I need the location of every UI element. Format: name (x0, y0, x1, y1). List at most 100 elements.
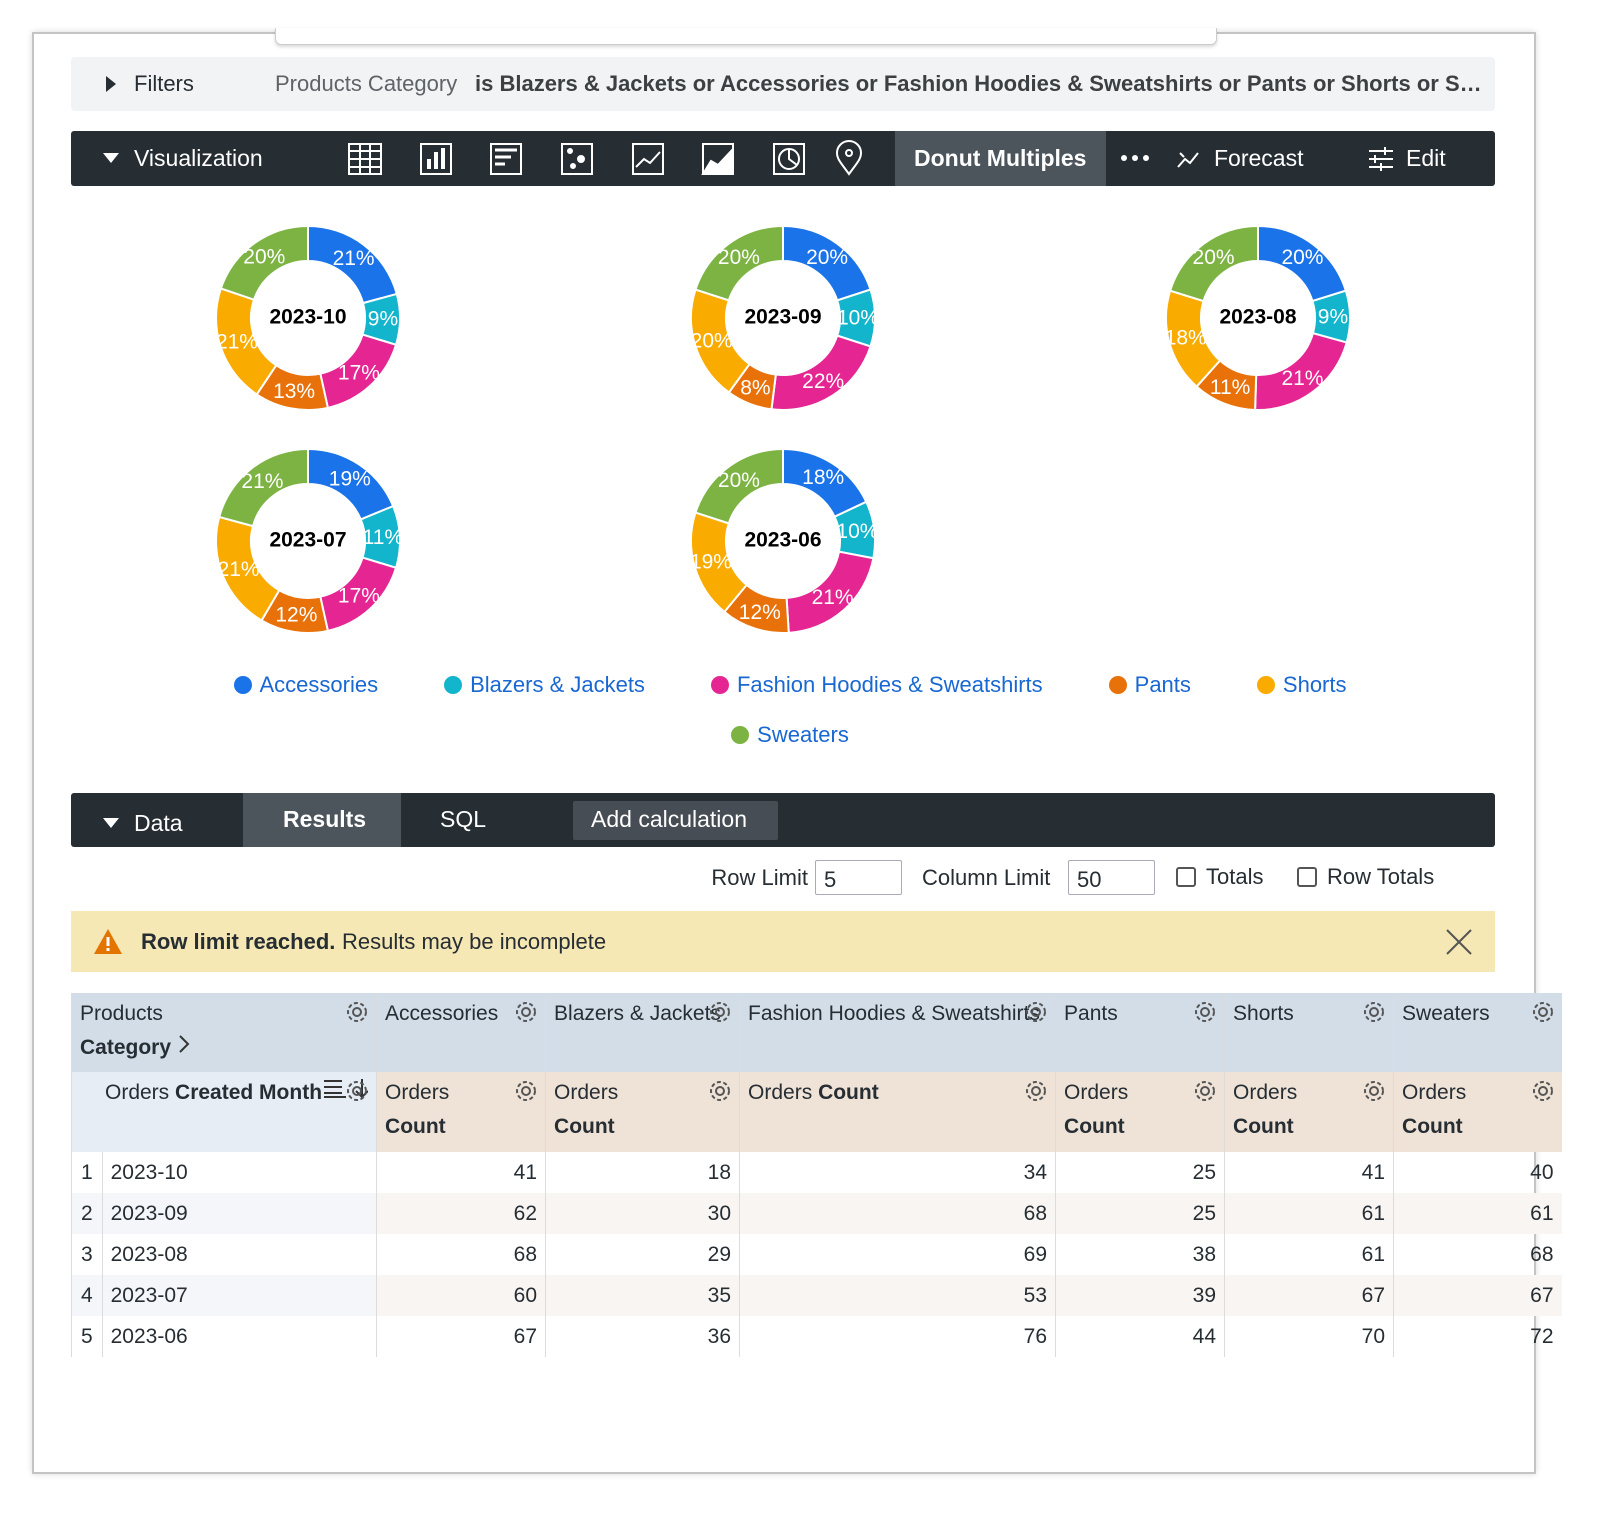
gear-icon[interactable] (1023, 1078, 1049, 1104)
pivot-value: Accessories (385, 1002, 499, 1025)
measure-header-cell: Orders Count (1393, 1072, 1562, 1152)
data-label[interactable]: Data (134, 810, 183, 836)
row-totals-label[interactable]: Row Totals (1327, 864, 1435, 889)
pivot-header-row: Products Category Accessories Blazers & Jac… (70, 993, 1562, 1072)
pivot-value-cell: Fashion Hoodies & Sweatshirts (739, 993, 1056, 1072)
gear-icon[interactable] (1530, 999, 1556, 1025)
slice-label: 20% (1193, 246, 1235, 269)
count-cell: 68 (1393, 1234, 1562, 1275)
column-limit-label: Column Limit (922, 865, 1051, 890)
gear-hub (1200, 1086, 1211, 1096)
expand-arrow (106, 76, 116, 92)
gear-ring (1026, 1081, 1047, 1101)
count-cell: 35 (545, 1275, 740, 1316)
gear-icon[interactable] (1192, 999, 1218, 1025)
edit-button[interactable]: Edit (1406, 145, 1446, 171)
pivot-value-cell: Shorts (1224, 993, 1394, 1072)
field-view: Orders (554, 1081, 619, 1104)
column-limit-input[interactable]: 50 (1068, 860, 1155, 895)
field-view: Orders (385, 1081, 450, 1104)
count-cell: 68 (739, 1193, 1056, 1234)
gear-ring (347, 1002, 368, 1022)
count-cell: 38 (1055, 1234, 1225, 1275)
row-number: 1 (71, 1152, 103, 1193)
row-limit-input[interactable]: 5 (815, 860, 902, 895)
forecast-button[interactable]: Forecast (1214, 145, 1304, 171)
count-cell: 36 (545, 1316, 740, 1357)
slice-label: 20% (806, 246, 848, 269)
filters-bar[interactable]: Filters Products Category is Blazers & J… (71, 57, 1495, 111)
donut-title: 2023-09 (744, 306, 821, 329)
gear-icon[interactable] (707, 999, 733, 1025)
month-cell: 2023-07 (101, 1275, 377, 1316)
visualization-label[interactable]: Visualization (134, 145, 263, 171)
totals-checkbox[interactable] (1176, 867, 1196, 887)
field-view: Products (80, 1002, 163, 1025)
warning-title: Row limit reached. (141, 929, 336, 954)
filter-condition: is Blazers & Jackets or Accessories or F… (475, 71, 1482, 96)
gear-icon[interactable] (513, 1078, 539, 1104)
header-strip (275, 28, 1217, 45)
field-name: Count (1233, 1115, 1294, 1138)
gear-ring (1026, 1002, 1047, 1022)
legend-item[interactable]: Blazers & Jackets (444, 672, 645, 698)
slice-label: 10% (836, 520, 878, 543)
count-cell: 67 (1393, 1275, 1562, 1316)
month-cell: 2023-10 (101, 1152, 377, 1193)
legend-swatch (444, 676, 463, 694)
legend-item[interactable]: Pants (1108, 672, 1191, 698)
count-cell: 39 (1055, 1275, 1225, 1316)
active-viz-tab[interactable] (895, 131, 1106, 186)
pivot-value: Fashion Hoodies & Sweatshirts (748, 1002, 1040, 1025)
gear-ring (347, 1081, 368, 1101)
results-tab[interactable]: Results (283, 806, 367, 832)
measure-header-cell: Orders Count (545, 1072, 740, 1152)
row-totals-checkbox[interactable] (1297, 867, 1317, 887)
count-cell: 61 (1224, 1234, 1394, 1275)
gear-icon[interactable] (1361, 1078, 1387, 1104)
legend-item[interactable]: Sweaters (731, 722, 849, 748)
more-menu[interactable] (1119, 149, 1151, 169)
gear-icon[interactable] (1530, 1078, 1556, 1104)
legend-swatch (1256, 676, 1275, 694)
legend-swatch (233, 676, 252, 694)
filter-field: Products Category (275, 71, 458, 96)
collapse-arrow (103, 153, 119, 163)
count-cell: 29 (545, 1234, 740, 1275)
active-viz-label[interactable]: Donut Multiples (914, 145, 1087, 171)
close-button[interactable] (1445, 928, 1473, 956)
donut-slice (217, 447, 309, 528)
sql-tab[interactable]: SQL (440, 806, 487, 832)
legend: Accessories Blazers & Jackets Fashion Hood… (170, 672, 1410, 748)
legend-item[interactable]: Fashion Hoodies & Sweatshirts (710, 672, 1043, 698)
totals-label[interactable]: Totals (1206, 864, 1264, 889)
gear-ring (1195, 1002, 1216, 1022)
legend-item[interactable]: Accessories (233, 672, 378, 698)
slice-label: 10% (837, 307, 879, 330)
legend-item[interactable]: Shorts (1256, 672, 1347, 698)
count-cell: 18 (545, 1152, 740, 1193)
viz-type-icons[interactable] (341, 139, 881, 179)
slice-label: 18% (802, 466, 844, 489)
slice-label: 12% (739, 601, 781, 624)
pivot-value: Blazers & Jackets (554, 1002, 721, 1025)
gear-icon[interactable] (1361, 999, 1387, 1025)
add-calculation-label[interactable]: Add calculation (591, 806, 747, 832)
gear-icon[interactable] (1192, 1078, 1218, 1104)
gear-icon[interactable] (344, 1078, 370, 1104)
gear-icon[interactable] (707, 1078, 733, 1104)
count-cell: 69 (739, 1234, 1056, 1275)
legend-label: Fashion Hoodies & Sweatshirts (736, 672, 1043, 697)
field-view: Orders (1064, 1081, 1129, 1104)
gear-icon[interactable] (513, 999, 539, 1025)
edit-icon (1369, 147, 1393, 171)
add-calculation-button[interactable] (573, 801, 778, 840)
slice-label: 21% (218, 558, 260, 581)
gear-icon[interactable] (344, 999, 370, 1025)
measure-header-cell: Orders Count (739, 1072, 1056, 1152)
active-tab[interactable] (243, 793, 401, 847)
slice-label: 21% (241, 470, 283, 493)
gear-hub (1031, 1007, 1042, 1017)
gear-icon[interactable] (1023, 999, 1049, 1025)
slice-label: 21% (333, 247, 375, 270)
